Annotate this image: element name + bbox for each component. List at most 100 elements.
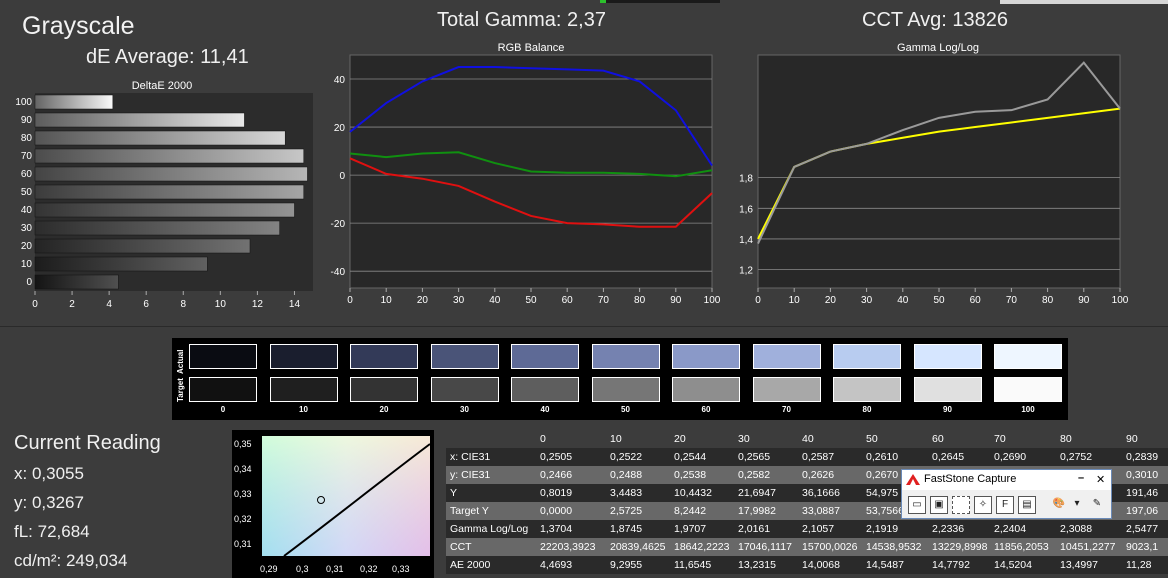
table-cell: 0,8019 (540, 487, 573, 499)
swatch-label: 70 (782, 405, 791, 414)
table-cell: 2,0161 (738, 523, 771, 535)
swatch-label: 0 (220, 405, 226, 414)
table-cell: 9,2955 (610, 559, 643, 571)
capture-scrolling-icon[interactable]: ▤ (1018, 496, 1036, 514)
rgb-xtick-label: 40 (489, 295, 501, 306)
gamma-xtick-label: 0 (755, 295, 761, 306)
table-cell: 53,7566 (866, 505, 904, 517)
table-cell: 15700,0026 (802, 541, 858, 553)
rgb-series-line (349, 66, 713, 167)
gamma-xtick-label: 20 (825, 295, 837, 306)
settings-icon[interactable]: ✎ (1092, 498, 1102, 509)
table-cell: 1,3704 (540, 523, 573, 535)
table-row: AE 2000 4,4693 9,2955 11,6545 13,2315 14,0068… (446, 556, 1168, 574)
table-cell: 1,9707 (674, 523, 707, 535)
minimize-button[interactable]: – (1078, 472, 1085, 484)
actual-swatch (189, 344, 257, 369)
faststone-capture-window[interactable]: FastStone Capture – ✕ ▭ ▣ ✧ F ▤ 🎨 ▾ ✎ (901, 469, 1112, 519)
table-cell: 2,2404 (994, 523, 1027, 535)
table-cell: 36,1666 (802, 487, 840, 499)
table-cell: 0,2587 (802, 451, 835, 463)
deltae-chart-title: DeltaE 2000 (131, 80, 193, 92)
capture-object-icon[interactable]: ▣ (930, 496, 948, 514)
output-palette-icon[interactable]: 🎨 (1052, 498, 1066, 509)
target-swatch (913, 377, 982, 402)
table-cell: 2,1057 (802, 523, 835, 535)
cie-ytick: 0,32 (234, 514, 252, 524)
deltae-bar (34, 94, 114, 110)
target-swatch (994, 377, 1062, 402)
gamma-ytick-label: 1,8 (739, 174, 753, 185)
table-cell: 20839,4625 (610, 541, 666, 553)
swatch-label: 20 (379, 405, 389, 414)
rgb-series-line (349, 151, 713, 178)
table-cell: 17046,1117 (738, 541, 792, 553)
table-cell: 11,6545 (674, 559, 712, 571)
deltae-category-label: 20 (21, 241, 33, 252)
table-cell: 11856,2053 (994, 541, 1049, 553)
table-cell: 0,2565 (738, 451, 771, 463)
table-cell: 0,2839 (1126, 451, 1159, 463)
cie-ytick: 0,33 (234, 489, 252, 499)
reading-cdm2: cd/m²: 249,034 (14, 551, 128, 570)
rgb-xtick-label: 100 (704, 295, 720, 306)
deltae-category-label: 90 (21, 115, 33, 126)
actual-swatch (591, 344, 660, 369)
table-cell: 2,3088 (1060, 523, 1093, 535)
table-header-row: 0 10 20 30 40 50 60 70 80 90 (446, 430, 1168, 448)
table-cell: 2,1919 (866, 523, 899, 535)
table-cell: 14,7792 (932, 559, 970, 571)
gamma-xtick-label: 60 (970, 295, 982, 306)
rgb-xtick-label: 50 (525, 295, 537, 306)
swatch-label: 60 (701, 405, 711, 414)
rgb-balance-title: RGB Balance (497, 42, 565, 54)
table-cell: 10451,2277 (1060, 541, 1116, 553)
rgb-xtick-label: 30 (453, 295, 465, 306)
close-button[interactable]: ✕ (1096, 474, 1106, 486)
row-label: y: CIE31 (450, 469, 491, 481)
swatch-label: 10 (299, 405, 308, 414)
rgb-ytick-label: -20 (331, 219, 346, 230)
table-cell: 13229,8998 (932, 541, 988, 553)
target-swatch (833, 377, 901, 402)
deltae-category-label: 100 (15, 97, 32, 108)
chevron-down-icon[interactable]: ▾ (1074, 498, 1080, 509)
planckian-locus (283, 443, 431, 557)
deltae-bar (34, 112, 245, 128)
deltae-category-label: 30 (21, 223, 33, 234)
table-cell: 2,5477 (1126, 523, 1159, 535)
table-cell: 0,2670 (866, 469, 899, 481)
table-cell: 10,4432 (674, 487, 712, 499)
rgb-xtick-label: 90 (670, 295, 682, 306)
table-cell: 0,2645 (932, 451, 965, 463)
row-label: Gamma Log/Log (450, 523, 529, 535)
table-cell: 0,3010 (1126, 469, 1159, 481)
cie-xtick: 0,31 (326, 564, 344, 574)
table-cell: 0,2690 (994, 451, 1027, 463)
actual-swatch (672, 344, 740, 369)
gamma-xtick-label: 30 (861, 295, 873, 306)
deltae-xtick-label: 10 (215, 299, 227, 310)
deltae-bar (34, 274, 119, 290)
gamma-ytick-label: 1,4 (739, 235, 753, 246)
table-cell: 14,0068 (802, 559, 840, 571)
table-cell: 0,2752 (1060, 451, 1093, 463)
column-header: 10 (610, 433, 622, 445)
deltae-category-label: 40 (21, 205, 33, 216)
column-header: 0 (540, 433, 546, 445)
table-cell: 0,2505 (540, 451, 573, 463)
target-swatch (430, 377, 499, 402)
capture-fullscreen-icon[interactable]: F (996, 496, 1014, 514)
capture-region-icon[interactable] (952, 496, 970, 514)
table-row: x: CIE31 0,2505 0,2522 0,2544 0,2565 0,2587 0,… (446, 448, 1168, 466)
faststone-titlebar[interactable]: FastStone Capture – ✕ (902, 470, 1111, 490)
table-cell: 0,2626 (802, 469, 835, 481)
table-cell: 2,2336 (932, 523, 965, 535)
table-cell: 9023,1 (1126, 541, 1159, 553)
capture-freehand-icon[interactable]: ✧ (974, 496, 992, 514)
column-header: 70 (994, 433, 1006, 445)
actual-swatch (752, 344, 821, 369)
target-swatch (752, 377, 821, 402)
capture-window-icon[interactable]: ▭ (908, 496, 926, 514)
